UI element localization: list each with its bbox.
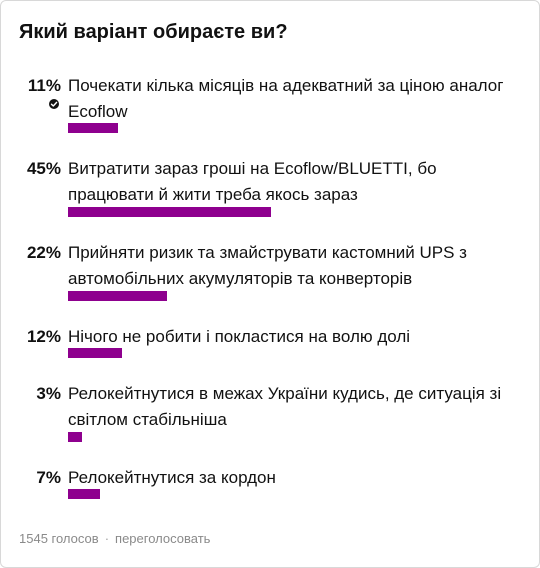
option-result-bar <box>68 348 122 358</box>
option-text: Почекати кілька місяців на адекватний за… <box>68 76 504 121</box>
footer-separator: · <box>104 531 110 546</box>
option-percent: 22% <box>26 243 61 262</box>
option-percent: 7% <box>36 468 61 487</box>
option-result-bar <box>68 207 271 217</box>
option-text: Релокейтнутися в межах України кудись, д… <box>68 384 502 429</box>
option-text: Релокейтнутися за кордон <box>68 468 276 487</box>
checkmark-circle-icon <box>49 99 59 109</box>
option-result-bar <box>68 489 100 499</box>
poll-footer: 1545 голосов · переголосовать <box>19 531 210 546</box>
option-percent: 12% <box>26 327 61 346</box>
vote-count: 1545 голосов <box>19 531 99 546</box>
option-text: Прийняти ризик та змайструвати кастомний… <box>68 243 467 288</box>
revote-link[interactable]: переголосовать <box>115 531 211 546</box>
option-text: Витратити зараз гроші на Ecoflow/BLUETTI… <box>68 159 437 204</box>
option-result-bar <box>68 123 118 133</box>
option-percent: 11% <box>27 76 61 95</box>
option-result-bar <box>68 291 167 301</box>
option-percent: 3% <box>36 384 61 403</box>
option-percent: 45% <box>26 159 61 178</box>
option-text: Нічого не робити і покластися на волю до… <box>68 327 411 346</box>
poll-question: Який варіант обираєте ви? <box>19 21 288 43</box>
option-result-bar <box>68 432 82 442</box>
